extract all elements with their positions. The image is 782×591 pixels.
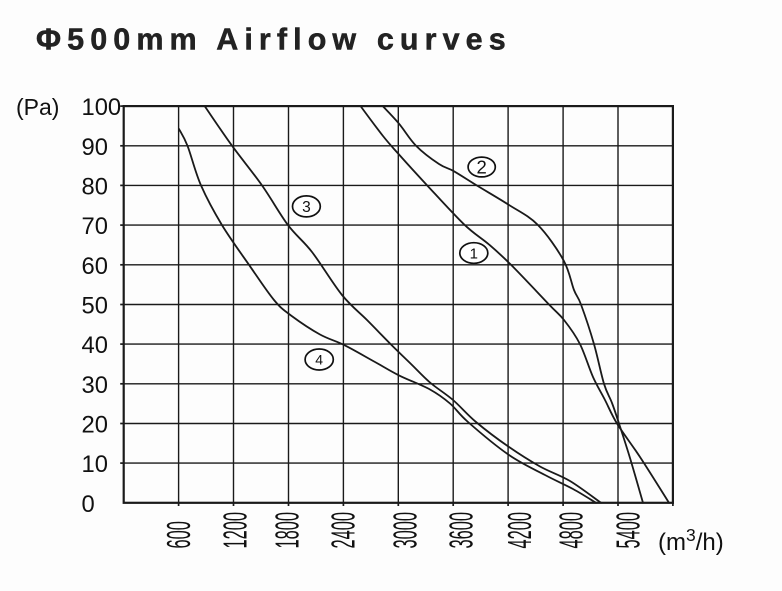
svg-text:80: 80	[82, 173, 108, 200]
svg-text:10: 10	[82, 451, 108, 478]
svg-text:3000: 3000	[386, 512, 424, 548]
svg-text:100: 100	[82, 94, 122, 121]
svg-text:30: 30	[82, 371, 108, 398]
svg-text:2: 2	[477, 157, 487, 178]
svg-text:1200: 1200	[216, 512, 254, 548]
svg-text:4200: 4200	[500, 512, 538, 548]
svg-text:2400: 2400	[324, 512, 362, 548]
svg-text:1800: 1800	[268, 512, 306, 548]
svg-text:70: 70	[82, 213, 108, 240]
svg-text:60: 60	[82, 252, 108, 279]
svg-text:(Pa): (Pa)	[16, 94, 59, 120]
svg-text:90: 90	[82, 133, 108, 160]
svg-text:Φ500mm Airflow curves: Φ500mm Airflow curves	[36, 23, 512, 57]
svg-text:600: 600	[159, 521, 197, 548]
svg-text:3: 3	[302, 199, 311, 216]
svg-text:1: 1	[470, 246, 478, 263]
svg-text:0: 0	[82, 490, 95, 517]
svg-text:5400: 5400	[609, 512, 647, 548]
svg-text:4: 4	[315, 352, 323, 368]
svg-text:(m3/h): (m3/h)	[658, 525, 724, 556]
svg-text:20: 20	[82, 411, 108, 438]
svg-text:3600: 3600	[442, 512, 480, 548]
svg-text:4800: 4800	[552, 512, 590, 548]
svg-text:50: 50	[82, 292, 108, 319]
svg-text:40: 40	[82, 332, 108, 359]
